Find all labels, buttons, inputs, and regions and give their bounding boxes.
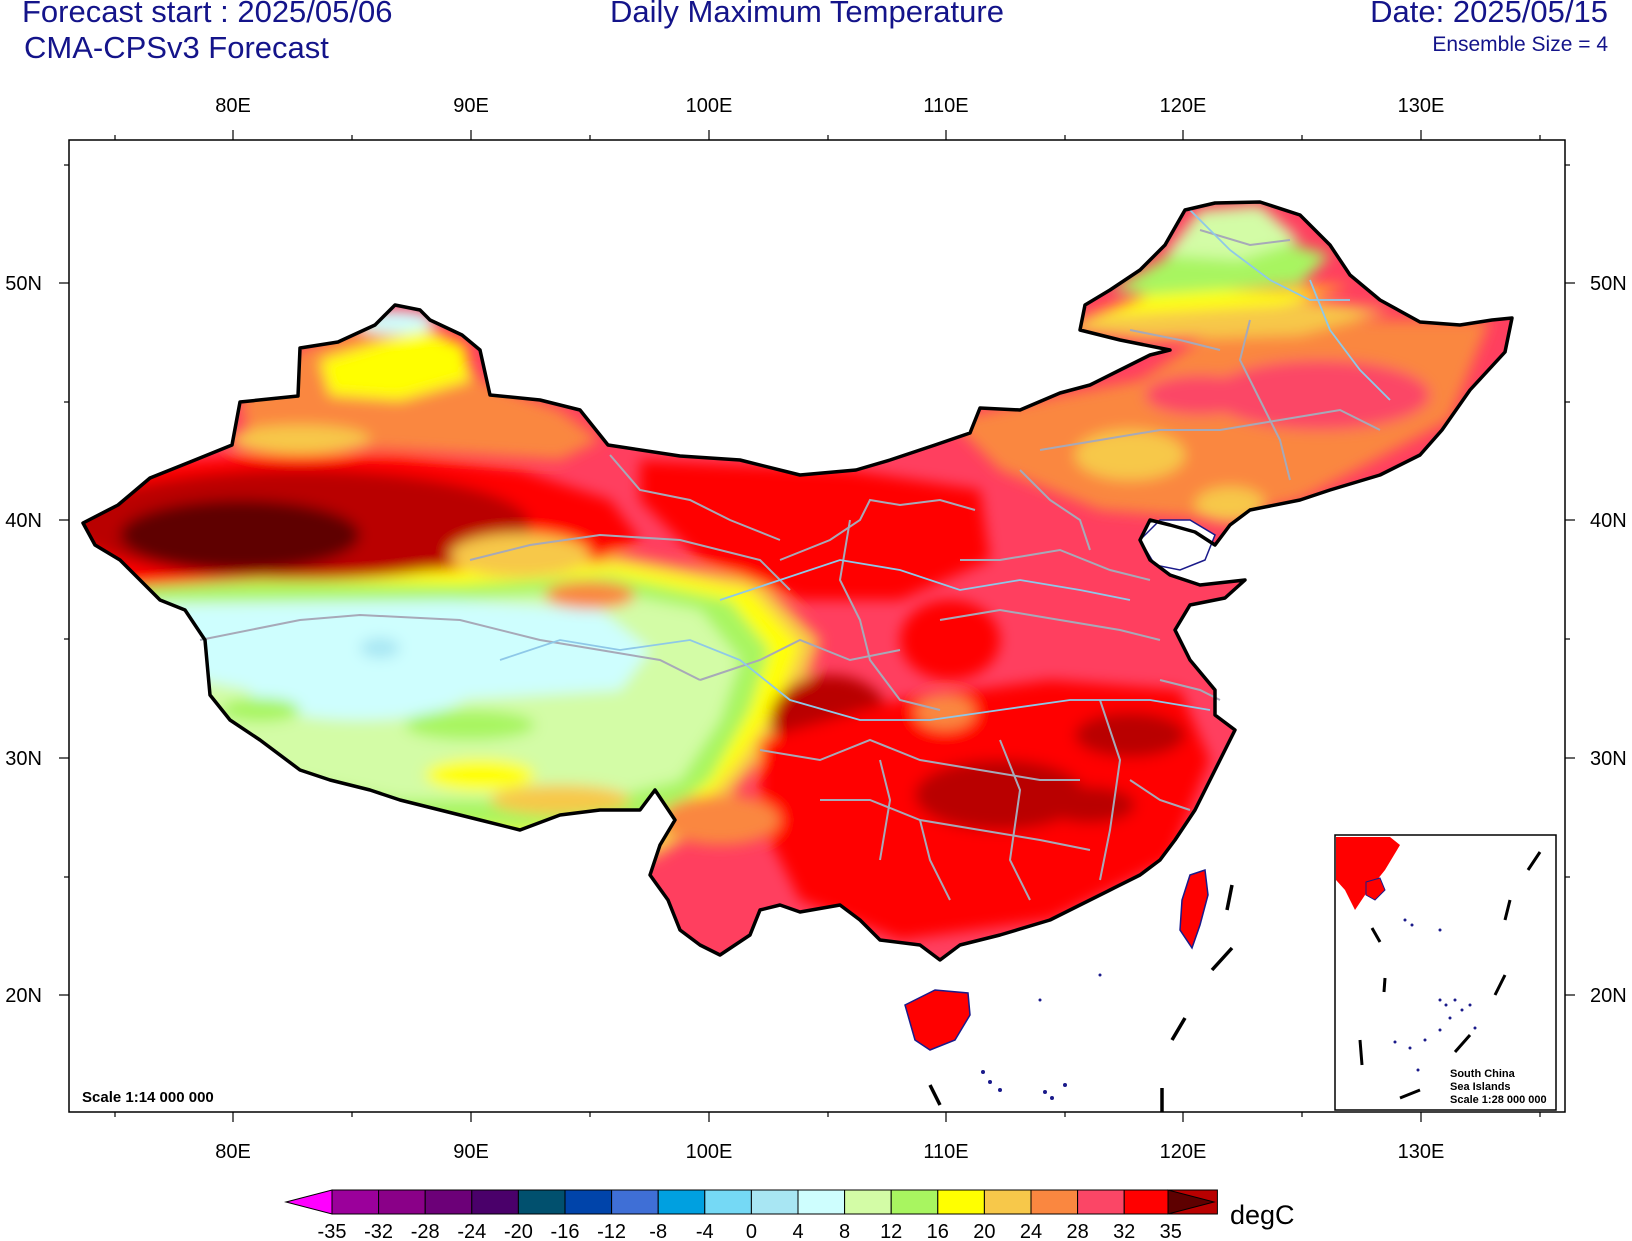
colorbar-segment	[704, 1189, 752, 1215]
national-boundary	[81, 200, 1514, 962]
colorbar-segment	[890, 1189, 939, 1215]
colorbar-high-arrow	[1167, 1189, 1216, 1215]
colorbar-tick-label: -4	[696, 1221, 714, 1241]
colorbar-segment	[517, 1189, 566, 1215]
colorbar-tick-label: -24	[457, 1221, 486, 1241]
colorbar-segment	[611, 1189, 659, 1215]
forecast-start-label: Forecast start : 2025/05/06	[22, 0, 393, 29]
colorbar-tick-label: -16	[551, 1221, 580, 1241]
colorbar-tick-label: -8	[649, 1221, 667, 1241]
lat-label-right-20n: 20N	[1590, 985, 1627, 1007]
lat-label-right-50n: 50N	[1590, 273, 1627, 295]
inset-label-line-1: South China	[1450, 1068, 1516, 1080]
lon-label-bottom-100e: 100E	[686, 1141, 733, 1163]
colorbar-tick-label: 28	[1066, 1221, 1088, 1241]
inset-map: South China Sea Islands Scale 1:28 000 0…	[1334, 834, 1557, 1111]
colorbar-tick-label: 35	[1160, 1221, 1182, 1241]
colorbar-segment	[657, 1189, 706, 1215]
lat-label-right-30n: 30N	[1590, 748, 1627, 770]
colorbar-tick-label: 0	[746, 1221, 757, 1241]
map-scale-label: Scale 1:14 000 000	[82, 1089, 214, 1106]
colorbar-segment	[797, 1189, 846, 1215]
map-title: Daily Maximum Temperature	[610, 0, 1004, 29]
colorbar-segment	[937, 1189, 985, 1215]
colorbar-segment	[1077, 1189, 1125, 1215]
colorbar-tick-label: 32	[1113, 1221, 1135, 1241]
lat-label-left-40n: 40N	[5, 510, 42, 532]
colorbar-tick-label: -28	[411, 1221, 440, 1241]
model-label: CMA-CPSv3 Forecast	[24, 30, 329, 65]
colorbar-units: degC	[1230, 1200, 1295, 1230]
rivers	[499, 209, 1391, 721]
lon-label-bottom-120e: 120E	[1160, 1141, 1207, 1163]
colorbar-tick-label: 20	[973, 1221, 995, 1241]
lon-label-top-100e: 100E	[686, 95, 733, 117]
lat-label-left-20n: 20N	[5, 985, 42, 1007]
lon-label-bottom-110e: 110E	[923, 1141, 968, 1163]
colorbar-tick-label: 16	[927, 1221, 949, 1241]
taiwan-island	[1179, 868, 1209, 950]
colorbar-segment	[471, 1189, 519, 1215]
colorbar-low-arrow	[284, 1189, 333, 1215]
reef-dots	[981, 973, 1102, 1100]
lon-label-top-120e: 120E	[1160, 95, 1207, 117]
colorbar-tick-label: 4	[792, 1221, 803, 1241]
maritime-boundary	[928, 884, 1234, 1112]
colorbar-tick-label: -12	[597, 1221, 626, 1241]
colorbar-segment	[750, 1189, 799, 1215]
inset-label-line-2: Sea Islands	[1450, 1081, 1511, 1093]
hainan-island	[904, 989, 971, 1051]
lon-label-top-80e: 80E	[215, 95, 251, 117]
colorbar-tick-label: -35	[318, 1221, 347, 1241]
colorbar-tick-label: 24	[1020, 1221, 1042, 1241]
province-boundaries	[199, 229, 1381, 901]
colorbar-tick-label: -20	[504, 1221, 533, 1241]
lon-label-top-90e: 90E	[453, 95, 489, 117]
colorbar-segment	[1030, 1189, 1079, 1215]
colorbar-segment	[331, 1189, 380, 1215]
lon-label-top-110e: 110E	[923, 95, 968, 117]
colorbar-segment	[983, 1189, 1032, 1215]
valid-date-label: Date: 2025/05/15	[1370, 0, 1608, 29]
axis-ticks	[59, 130, 1575, 1122]
colorbar-segment	[844, 1189, 892, 1215]
lat-label-left-30n: 30N	[5, 748, 42, 770]
colorbar-segment	[378, 1189, 426, 1215]
lon-label-bottom-80e: 80E	[215, 1141, 251, 1163]
lat-label-left-50n: 50N	[5, 273, 42, 295]
lon-label-bottom-90e: 90E	[453, 1141, 489, 1163]
lat-label-right-40n: 40N	[1590, 510, 1627, 532]
colorbar-tick-label: -32	[364, 1221, 393, 1241]
colorbar-tick-label: 12	[880, 1221, 902, 1241]
colorbar-segment	[424, 1189, 473, 1215]
colorbar-segment	[564, 1189, 613, 1215]
ensemble-size-label: Ensemble Size = 4	[1432, 33, 1608, 56]
colorbar: -35 -32 -28 -24 -20 -16 -12 -8 -4 0 4 8 12 16 20 24 28 32…	[284, 1189, 1295, 1241]
inset-label-line-3: Scale 1:28 000 000	[1450, 1094, 1547, 1106]
colorbar-segment	[1123, 1189, 1172, 1215]
lon-label-bottom-130e: 130E	[1398, 1141, 1445, 1163]
colorbar-tick-label: 8	[839, 1221, 850, 1241]
lon-label-top-130e: 130E	[1398, 95, 1445, 117]
